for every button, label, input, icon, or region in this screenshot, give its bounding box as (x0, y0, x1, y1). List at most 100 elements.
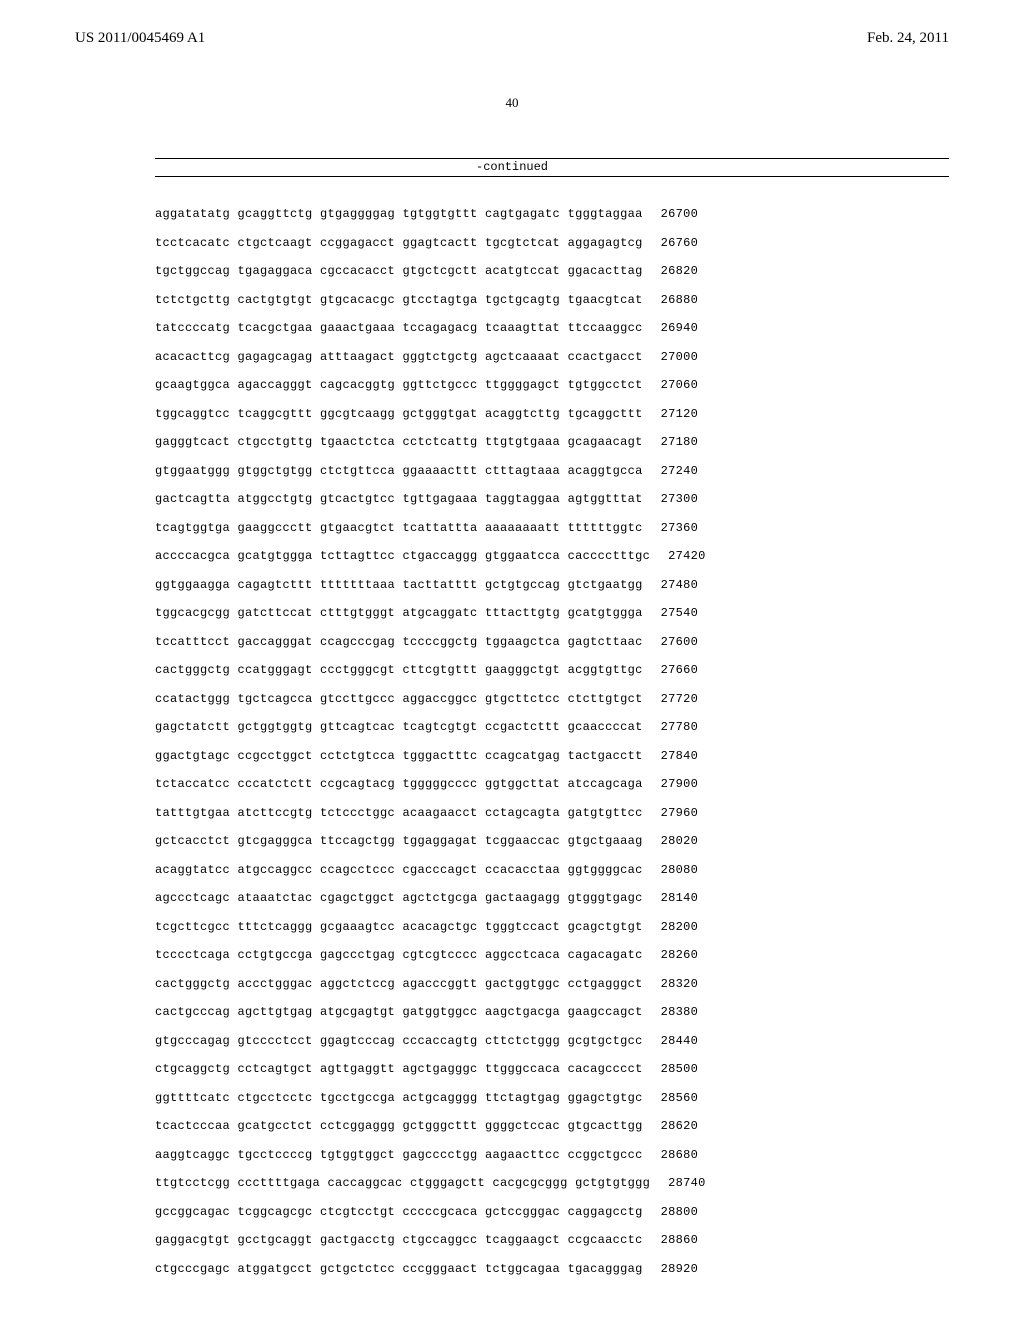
sequence-row: aggatatatg gcaggttctg gtgaggggag tgtggtg… (155, 200, 706, 229)
sequence-position: 26820 (661, 257, 699, 286)
sequence-text: tgctggccag tgagaggaca cgccacacct gtgctcg… (155, 264, 643, 278)
top-divider (155, 158, 949, 159)
sequence-position: 28440 (661, 1027, 699, 1056)
sequence-row: ccatactggg tgctcagcca gtccttgccc aggaccg… (155, 685, 706, 714)
sequence-text: aggatatatg gcaggttctg gtgaggggag tgtggtg… (155, 207, 643, 221)
sequence-text: acaggtatcc atgccaggcc ccagcctccc cgaccca… (155, 863, 643, 877)
page-number: 40 (506, 95, 519, 111)
sequence-position: 27780 (661, 713, 699, 742)
sequence-position: 27060 (661, 371, 699, 400)
sequence-row: cactgcccag agcttgtgag atgcgagtgt gatggtg… (155, 998, 706, 1027)
sequence-row: gagctatctt gctggtggtg gttcagtcac tcagtcg… (155, 713, 706, 742)
sequence-text: gagctatctt gctggtggtg gttcagtcac tcagtcg… (155, 720, 643, 734)
sequence-row: gcaagtggca agaccagggt cagcacggtg ggttctg… (155, 371, 706, 400)
sequence-text: ccatactggg tgctcagcca gtccttgccc aggaccg… (155, 692, 643, 706)
sequence-position: 27360 (661, 514, 699, 543)
sequence-text: tccatttcct gaccagggat ccagcccgag tccccgg… (155, 635, 643, 649)
sequence-position: 28860 (661, 1226, 699, 1255)
sequence-text: tcccctcaga cctgtgccga gagccctgag cgtcgtc… (155, 948, 643, 962)
sequence-row: aaggtcaggc tgcctccccg tgtggtggct gagcccc… (155, 1141, 706, 1170)
sequence-row: tcactcccaa gcatgcctct cctcggaggg gctgggc… (155, 1112, 706, 1141)
sequence-text: tggcacgcgg gatcttccat ctttgtgggt atgcagg… (155, 606, 643, 620)
sequence-row: gccggcagac tcggcagcgc ctcgtcctgt cccccgc… (155, 1198, 706, 1227)
sequence-position: 28560 (661, 1084, 699, 1113)
sequence-position: 27660 (661, 656, 699, 685)
sequence-row: tccatttcct gaccagggat ccagcccgag tccccgg… (155, 628, 706, 657)
sequence-position: 27000 (661, 343, 699, 372)
sequence-text: tcactcccaa gcatgcctct cctcggaggg gctgggc… (155, 1119, 643, 1133)
sequence-text: gaggacgtgt gcctgcaggt gactgacctg ctgccag… (155, 1233, 643, 1247)
sequence-text: gagggtcact ctgcctgttg tgaactctca cctctca… (155, 435, 643, 449)
sequence-position: 27600 (661, 628, 699, 657)
sequence-position: 26700 (661, 200, 699, 229)
sequence-text: aaggtcaggc tgcctccccg tgtggtggct gagcccc… (155, 1148, 643, 1162)
sequence-text: tatccccatg tcacgctgaa gaaactgaaa tccagag… (155, 321, 643, 335)
sequence-row: gtggaatggg gtggctgtgg ctctgttcca ggaaaac… (155, 457, 706, 486)
sequence-row: accccacgca gcatgtggga tcttagttcc ctgacca… (155, 542, 706, 571)
sequence-position: 28140 (661, 884, 699, 913)
sequence-position: 27840 (661, 742, 699, 771)
sequence-listing: aggatatatg gcaggttctg gtgaggggag tgtggtg… (155, 200, 706, 1283)
sequence-row: gctcacctct gtcgagggca ttccagctgg tggagga… (155, 827, 706, 856)
sequence-row: ggtggaagga cagagtcttt tttttttaaa tacttat… (155, 571, 706, 600)
sequence-position: 27240 (661, 457, 699, 486)
sequence-text: ggttttcatc ctgcctcctc tgcctgccga actgcag… (155, 1091, 643, 1105)
sequence-position: 26880 (661, 286, 699, 315)
sequence-position: 27720 (661, 685, 699, 714)
sequence-row: tcctcacatc ctgctcaagt ccggagacct ggagtca… (155, 229, 706, 258)
sequence-text: cactgcccag agcttgtgag atgcgagtgt gatggtg… (155, 1005, 643, 1019)
sequence-text: agccctcagc ataaatctac cgagctggct agctctg… (155, 891, 643, 905)
sequence-position: 27480 (661, 571, 699, 600)
sequence-position: 27900 (661, 770, 699, 799)
sequence-text: ctgcccgagc atggatgcct gctgctctcc cccggga… (155, 1262, 643, 1276)
sequence-text: acacacttcg gagagcagag atttaagact gggtctg… (155, 350, 643, 364)
sequence-row: gactcagtta atggcctgtg gtcactgtcc tgttgag… (155, 485, 706, 514)
sequence-position: 28200 (661, 913, 699, 942)
sequence-position: 28800 (661, 1198, 699, 1227)
sequence-row: gagggtcact ctgcctgttg tgaactctca cctctca… (155, 428, 706, 457)
sequence-row: tatttgtgaa atcttccgtg tctccctggc acaagaa… (155, 799, 706, 828)
continued-label: -continued (476, 160, 548, 174)
sequence-position: 28020 (661, 827, 699, 856)
sequence-row: acaggtatcc atgccaggcc ccagcctccc cgaccca… (155, 856, 706, 885)
sequence-row: tcagtggtga gaaggccctt gtgaacgtct tcattat… (155, 514, 706, 543)
sequence-row: cactgggctg ccatgggagt ccctgggcgt cttcgtg… (155, 656, 706, 685)
sequence-text: ggactgtagc ccgcctggct cctctgtcca tgggact… (155, 749, 643, 763)
sequence-position: 27120 (661, 400, 699, 429)
sequence-text: cactgggctg ccatgggagt ccctgggcgt cttcgtg… (155, 663, 643, 677)
sequence-row: agccctcagc ataaatctac cgagctggct agctctg… (155, 884, 706, 913)
sequence-text: gtgcccagag gtcccctcct ggagtcccag cccacca… (155, 1034, 643, 1048)
sequence-row: gtgcccagag gtcccctcct ggagtcccag cccacca… (155, 1027, 706, 1056)
sequence-row: tctaccatcc cccatctctt ccgcagtacg tgggggc… (155, 770, 706, 799)
sequence-row: ggactgtagc ccgcctggct cctctgtcca tgggact… (155, 742, 706, 771)
sequence-row: tcgcttcgcc tttctcaggg gcgaaagtcc acacagc… (155, 913, 706, 942)
sequence-text: tctaccatcc cccatctctt ccgcagtacg tgggggc… (155, 777, 643, 791)
sequence-text: tcagtggtga gaaggccctt gtgaacgtct tcattat… (155, 521, 643, 535)
sequence-text: gcaagtggca agaccagggt cagcacggtg ggttctg… (155, 378, 643, 392)
sequence-position: 27540 (661, 599, 699, 628)
sequence-position: 28320 (661, 970, 699, 999)
sequence-position: 28740 (668, 1169, 706, 1198)
sequence-row: cactgggctg accctgggac aggctctccg agacccg… (155, 970, 706, 999)
sequence-text: gctcacctct gtcgagggca ttccagctgg tggagga… (155, 834, 643, 848)
sequence-text: tcgcttcgcc tttctcaggg gcgaaagtcc acacagc… (155, 920, 643, 934)
sequence-text: cactgggctg accctgggac aggctctccg agacccg… (155, 977, 643, 991)
sequence-row: tggcaggtcc tcaggcgttt ggcgtcaagg gctgggt… (155, 400, 706, 429)
sequence-position: 28500 (661, 1055, 699, 1084)
sequence-position: 28380 (661, 998, 699, 1027)
sequence-row: ggttttcatc ctgcctcctc tgcctgccga actgcag… (155, 1084, 706, 1113)
sequence-text: accccacgca gcatgtggga tcttagttcc ctgacca… (155, 549, 650, 563)
sequence-text: gactcagtta atggcctgtg gtcactgtcc tgttgag… (155, 492, 643, 506)
sequence-row: tatccccatg tcacgctgaa gaaactgaaa tccagag… (155, 314, 706, 343)
header-publication-number: US 2011/0045469 A1 (75, 30, 205, 47)
sequence-row: tctctgcttg cactgtgtgt gtgcacacgc gtcctag… (155, 286, 706, 315)
sequence-position: 26760 (661, 229, 699, 258)
sequence-row: gaggacgtgt gcctgcaggt gactgacctg ctgccag… (155, 1226, 706, 1255)
sequence-text: tcctcacatc ctgctcaagt ccggagacct ggagtca… (155, 236, 643, 250)
sequence-position: 28920 (661, 1255, 699, 1284)
continued-divider (155, 176, 949, 177)
sequence-position: 28680 (661, 1141, 699, 1170)
sequence-text: ctgcaggctg cctcagtgct agttgaggtt agctgag… (155, 1062, 643, 1076)
sequence-text: tctctgcttg cactgtgtgt gtgcacacgc gtcctag… (155, 293, 643, 307)
sequence-row: tcccctcaga cctgtgccga gagccctgag cgtcgtc… (155, 941, 706, 970)
